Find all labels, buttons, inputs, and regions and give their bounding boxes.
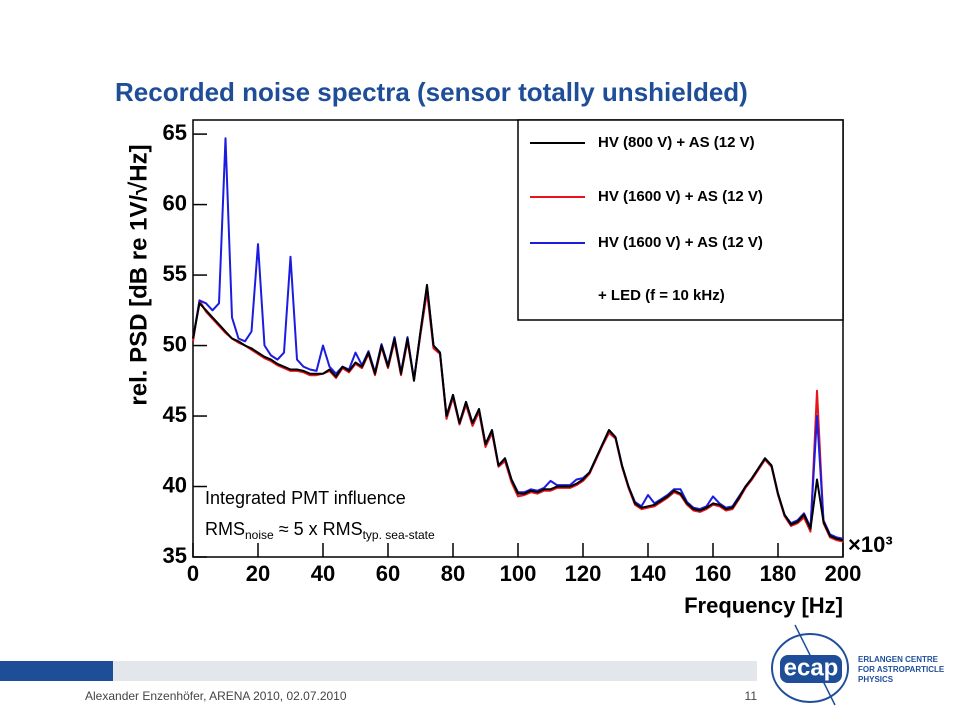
x-tick-label: 60 [376,561,400,586]
footer-band [113,661,757,681]
legend-label: HV (1600 V) + AS (12 V) [598,188,763,205]
x-tick-label: 180 [760,561,797,586]
x-tick-label: 40 [311,561,335,586]
y-tick-label: 45 [163,402,187,427]
y-tick-label: 55 [163,261,187,286]
legend: HV (800 V) + AS (12 V) HV (1600 V) + AS (… [517,119,844,321]
footer-author: Alexander Enzenhöfer, ARENA 2010, 02.07.… [85,689,347,703]
annotation-part: ≈ 5 x RMS [274,519,363,539]
series-line [192,283,844,542]
logo-text: PHYSICS [858,675,894,684]
x-tick-label: 200 [825,561,862,586]
logo-text: FOR ASTROPARTICLE [858,665,945,674]
footer-bar [0,661,113,681]
annotation: Integrated PMT influence [205,488,406,508]
y-axis-label: rel. PSD [dB re 1V/√Hz] [125,144,152,405]
slide-title: Recorded noise spectra (sensor totally u… [115,77,748,107]
annotation-subscript: noise [245,528,274,542]
page-number: 11 [745,689,758,703]
x-tick-label: 140 [630,561,667,586]
y-tick-label: 60 [163,190,187,215]
y-tick-label: 35 [163,543,187,568]
y-tick-label: 50 [163,331,187,356]
x-tick-label: 80 [441,561,465,586]
logo-mark: ecap [784,654,839,681]
legend-label: HV (800 V) + AS (12 V) [598,134,755,151]
legend-box [517,119,844,321]
x-axis-label: Frequency [Hz] [684,593,843,618]
y-tick-label: 40 [163,472,187,497]
y-tick-label: 65 [163,120,187,145]
x-tick-label: 100 [500,561,537,586]
logo-ring [771,633,849,703]
x-tick-label: 0 [187,561,199,586]
annotation-part: RMS [205,519,245,539]
annotation-subscript: typ. sea-state [363,528,435,542]
annotation: RMSnoise ≈ 5 x RMStyp. sea-state [205,519,435,542]
x-tick-label: 160 [695,561,732,586]
chart: rel. PSD [dB re 1V/√Hz] Frequency [Hz] ×… [125,119,893,618]
logo: ecap ERLANGEN CENTRE FOR ASTROPARTICLE P… [771,624,945,706]
logo-badge [780,655,842,683]
legend-label: HV (1600 V) + AS (12 V) [598,234,763,251]
legend-note: + LED (f = 10 kHz) [598,287,725,304]
x-tick-label: 20 [246,561,270,586]
x-tick-label: 120 [565,561,602,586]
x-multiplier: ×10³ [848,532,893,557]
logo-text: ERLANGEN CENTRE [858,655,939,664]
